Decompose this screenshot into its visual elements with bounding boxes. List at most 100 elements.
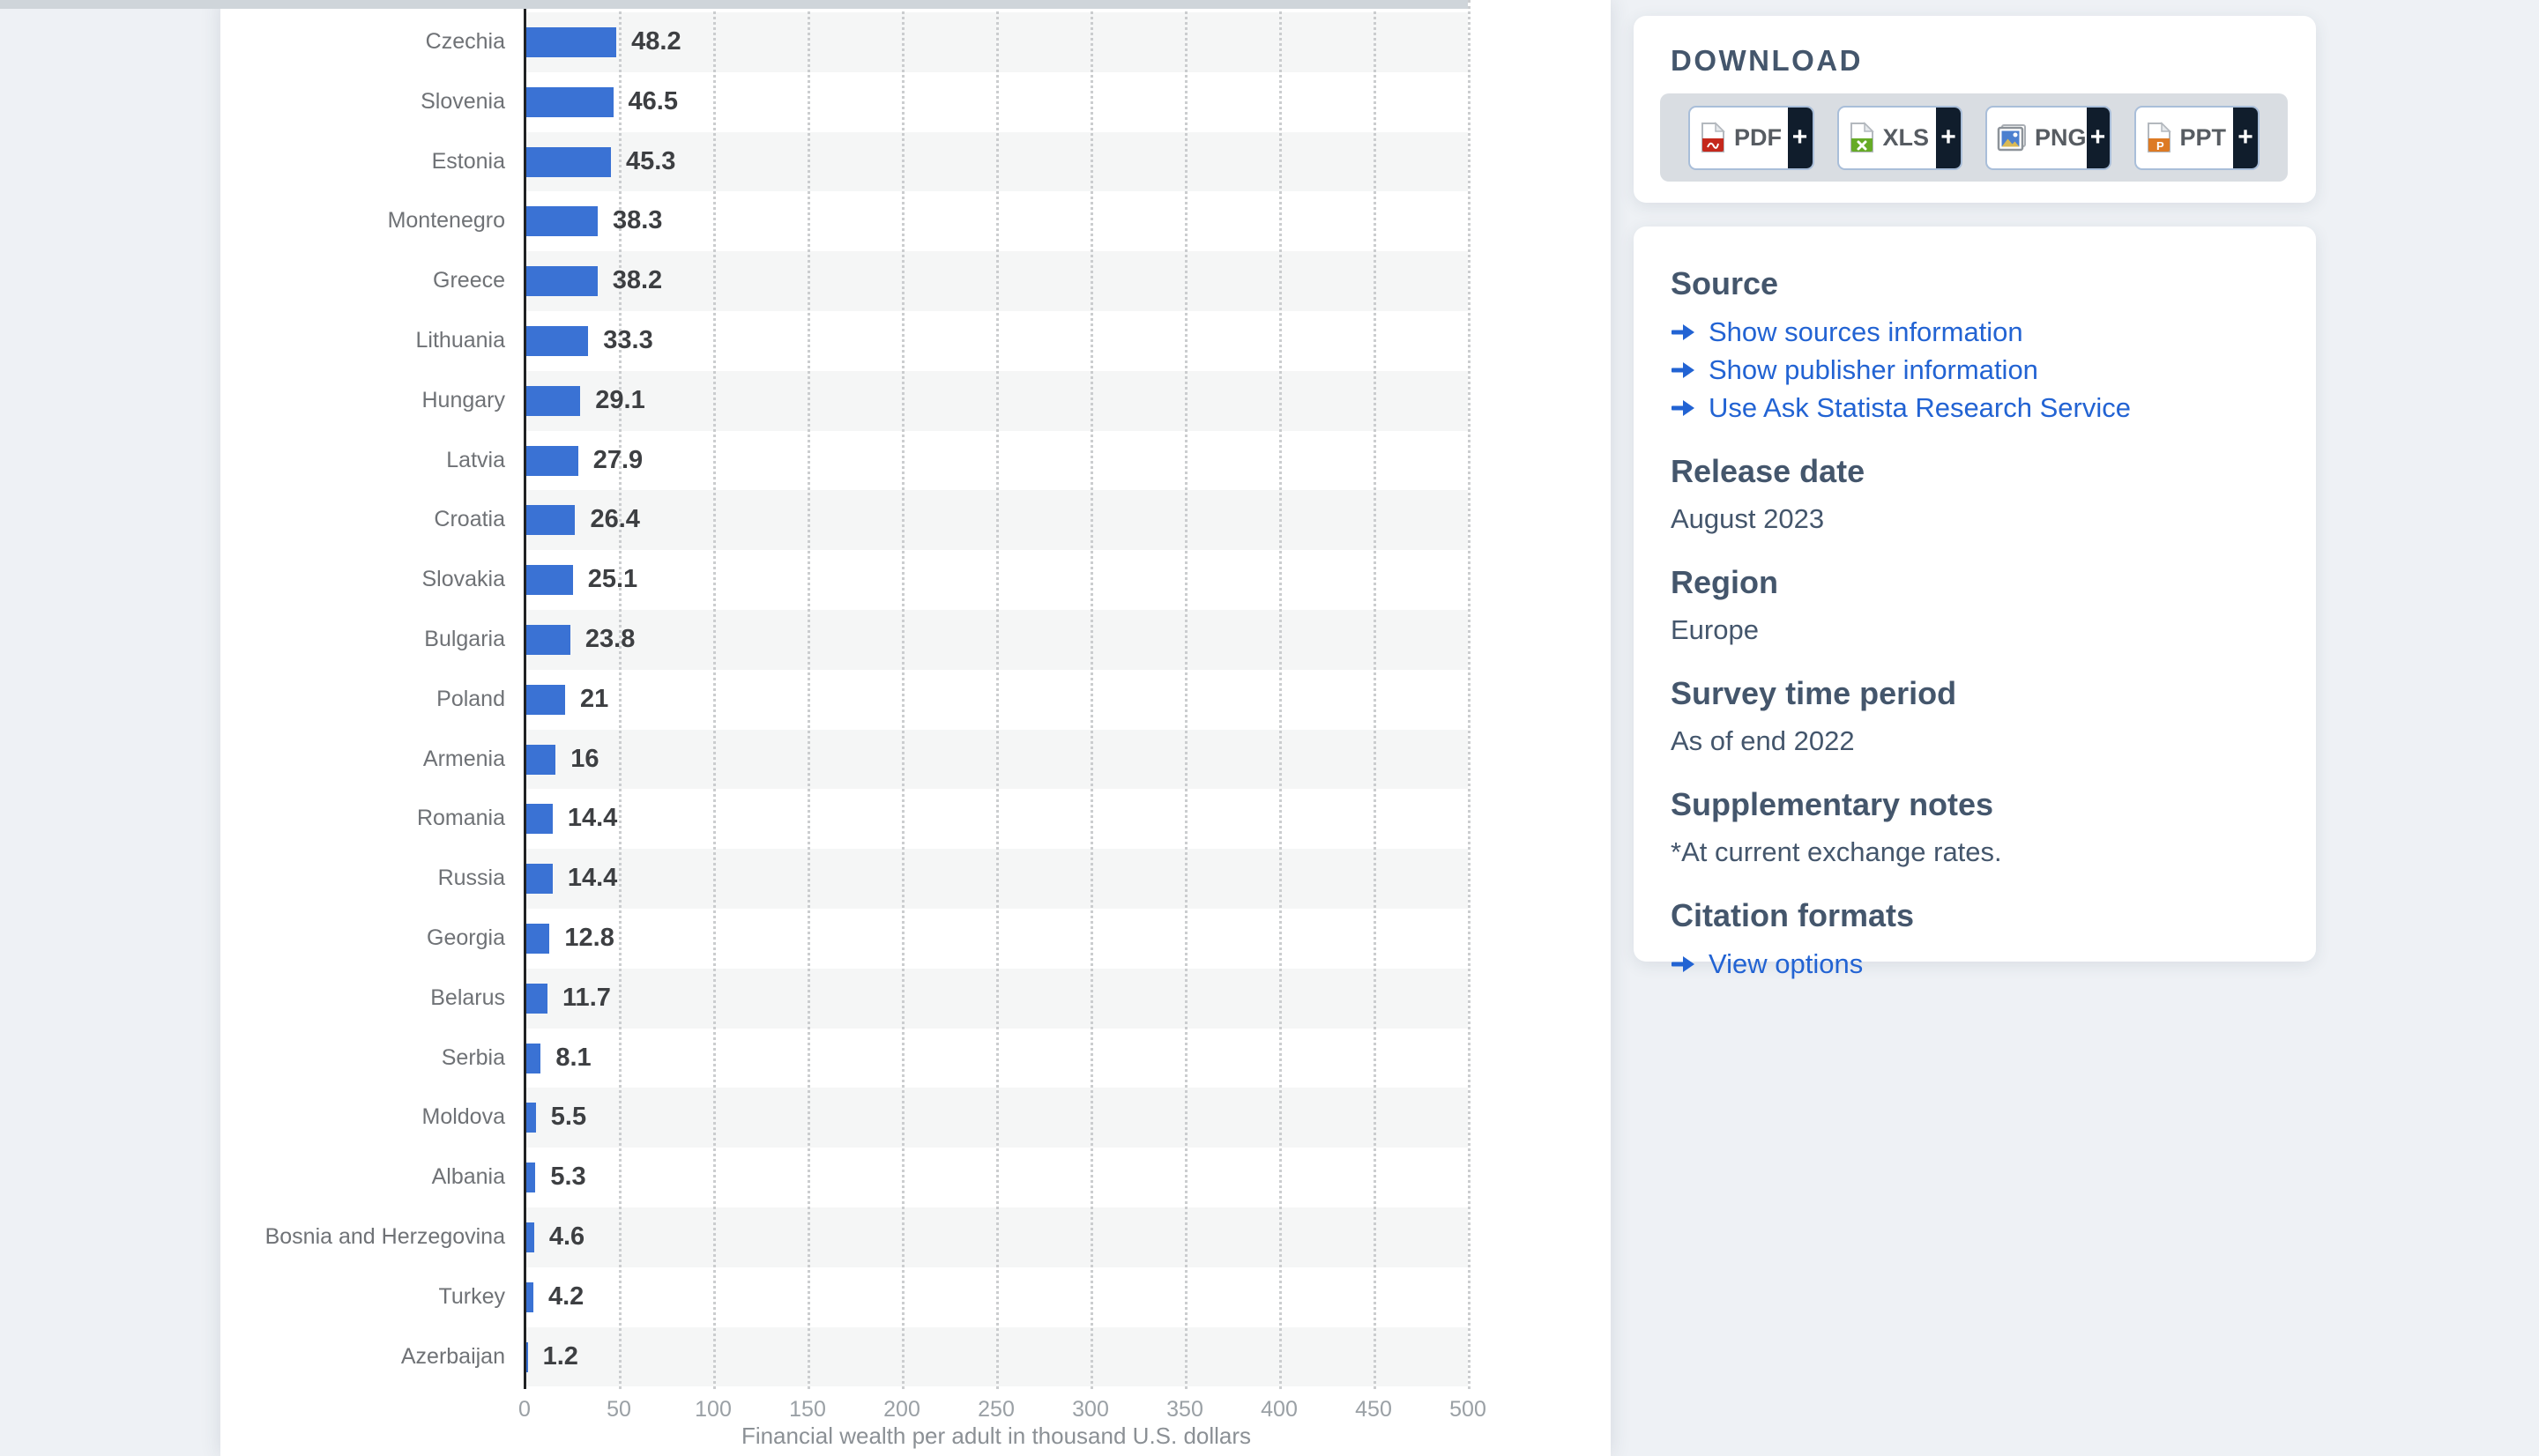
link-show-sources-information[interactable]: Show sources information (1671, 313, 2279, 351)
download-png-button[interactable]: PNG + (1985, 105, 2111, 170)
download-format-label: PPT (2179, 123, 2227, 151)
bar-poland[interactable] (525, 684, 565, 715)
y-axis-line (524, 0, 526, 1389)
link-arrow-icon (1671, 399, 1695, 417)
link-text: Show sources information (1709, 316, 2023, 347)
bar-russia[interactable] (525, 864, 553, 895)
download-format-label: PNG (2035, 123, 2087, 151)
category-label-lithuania: Lithuania (415, 328, 505, 353)
bar-czechia[interactable] (525, 26, 617, 57)
bar-bulgaria[interactable] (525, 624, 570, 655)
bar-belarus[interactable] (525, 983, 548, 1014)
link-text: Show publisher information (1709, 353, 2038, 385)
value-label-hungary: 29.1 (595, 385, 645, 414)
bar-chart-plot-area: Czechia 48.2 Slovenia 46.5 Estonia 45.3 Monten… (220, 0, 1611, 1456)
x-tick-label-350: 350 (1166, 1397, 1203, 1422)
value-label-poland: 21 (579, 684, 609, 713)
bar-azerbaijan[interactable] (525, 1341, 528, 1372)
category-label-estonia: Estonia (431, 148, 505, 174)
value-label-greece: 38.2 (612, 266, 663, 295)
bar-hungary[interactable] (525, 385, 581, 416)
section-heading-region: Region (1671, 564, 1778, 600)
value-label-serbia: 8.1 (555, 1043, 592, 1072)
gridline-500 (1468, 0, 1471, 1389)
bar-georgia[interactable] (525, 923, 550, 954)
category-label-czechia: Czechia (425, 29, 505, 54)
bar-slovakia[interactable] (525, 565, 573, 596)
category-label-moldova: Moldova (421, 1104, 506, 1130)
value-label-latvia: 27.9 (592, 445, 644, 474)
bar-albania[interactable] (525, 1163, 536, 1193)
pdf-file-icon (1700, 122, 1726, 153)
section-value-survey-time-period: As of end 2022 (1671, 725, 1855, 756)
x-tick-label-0: 0 (518, 1397, 531, 1422)
x-tick-label-400: 400 (1261, 1397, 1298, 1422)
value-label-croatia: 26.4 (590, 505, 640, 534)
bar-slovenia[interactable] (525, 86, 614, 117)
section-value-release-date: August 2023 (1671, 503, 1825, 534)
gridline-100 (713, 0, 716, 1389)
statistic-info-panel: Source Show sources information Show publi… (1634, 227, 2316, 979)
value-label-slovakia: 25.1 (587, 565, 638, 594)
value-label-romania: 14.4 (567, 804, 618, 833)
x-axis-caption: Financial wealth per adult in thousand U… (741, 1423, 1252, 1449)
link-show-publisher-information[interactable]: Show publisher information (1671, 351, 2279, 389)
category-label-turkey: Turkey (438, 1283, 505, 1309)
value-label-georgia: 12.8 (564, 924, 614, 952)
value-label-estonia: 45.3 (625, 146, 676, 175)
bar-croatia[interactable] (525, 505, 576, 536)
value-label-slovenia: 46.5 (628, 86, 678, 115)
xls-file-icon (1849, 122, 1875, 153)
x-tick-label-250: 250 (978, 1397, 1015, 1422)
category-label-greece: Greece (433, 268, 505, 293)
download-ppt-button[interactable]: P PPT + (2133, 105, 2260, 170)
bar-bosnia-and-herzegovina[interactable] (525, 1222, 534, 1252)
plus-add-icon[interactable]: + (2233, 107, 2258, 168)
category-label-serbia: Serbia (441, 1044, 505, 1070)
link-view-options[interactable]: View options (1671, 945, 2279, 983)
plus-add-icon[interactable]: + (1936, 107, 1961, 168)
link-use-ask-statista-research-service[interactable]: Use Ask Statista Research Service (1671, 389, 2279, 427)
gridline-350 (1185, 0, 1188, 1389)
value-label-lithuania: 33.3 (603, 326, 653, 354)
value-label-belarus: 11.7 (562, 983, 611, 1012)
plus-add-icon[interactable]: + (1787, 107, 1813, 168)
download-xls-button[interactable]: XLS + (1836, 105, 1962, 170)
section-heading-release-date: Release date (1671, 453, 1865, 489)
gridline-200 (902, 0, 905, 1389)
category-label-russia: Russia (437, 865, 505, 891)
section-value-supplementary-notes: *At current exchange rates. (1671, 836, 2002, 867)
bar-estonia[interactable] (525, 146, 611, 177)
bar-moldova[interactable] (525, 1103, 536, 1133)
section-heading-citation-formats: Citation formats (1671, 897, 1915, 933)
category-label-croatia: Croatia (434, 507, 505, 532)
bar-montenegro[interactable] (525, 206, 598, 237)
plus-add-icon[interactable]: + (2086, 107, 2110, 168)
png-image-icon (1997, 123, 2027, 152)
value-label-montenegro: 38.3 (612, 206, 663, 235)
x-tick-label-150: 150 (789, 1397, 826, 1422)
bar-latvia[interactable] (525, 445, 578, 476)
download-format-label: PDF (1734, 123, 1782, 151)
download-pdf-button[interactable]: PDF + (1688, 105, 1814, 170)
category-label-bosnia-and-herzegovina: Bosnia and Herzegovina (264, 1224, 505, 1249)
bar-armenia[interactable] (525, 744, 556, 775)
category-label-albania: Albania (431, 1164, 505, 1190)
value-label-bulgaria: 23.8 (584, 625, 636, 653)
bar-serbia[interactable] (525, 1043, 541, 1073)
bar-lithuania[interactable] (525, 325, 589, 356)
download-panel: DOWNLOAD PDF + XLS + PNG + P PPT + (1634, 16, 2316, 203)
category-label-hungary: Hungary (421, 387, 506, 412)
download-button-tray: PDF + XLS + PNG + P PPT + (1660, 93, 2288, 182)
category-label-slovakia: Slovakia (421, 567, 506, 592)
value-label-turkey: 4.2 (547, 1281, 584, 1311)
chart-card: Czechia 48.2 Slovenia 46.5 Estonia 45.3 Monten… (220, 0, 1611, 1456)
x-tick-label-200: 200 (883, 1397, 920, 1422)
ppt-file-icon: P (2146, 122, 2172, 153)
x-tick-label-50: 50 (607, 1397, 631, 1422)
bar-romania[interactable] (525, 804, 553, 835)
bar-turkey[interactable] (525, 1281, 533, 1312)
value-label-bosnia-and-herzegovina: 4.6 (548, 1222, 585, 1251)
bar-greece[interactable] (525, 266, 598, 297)
